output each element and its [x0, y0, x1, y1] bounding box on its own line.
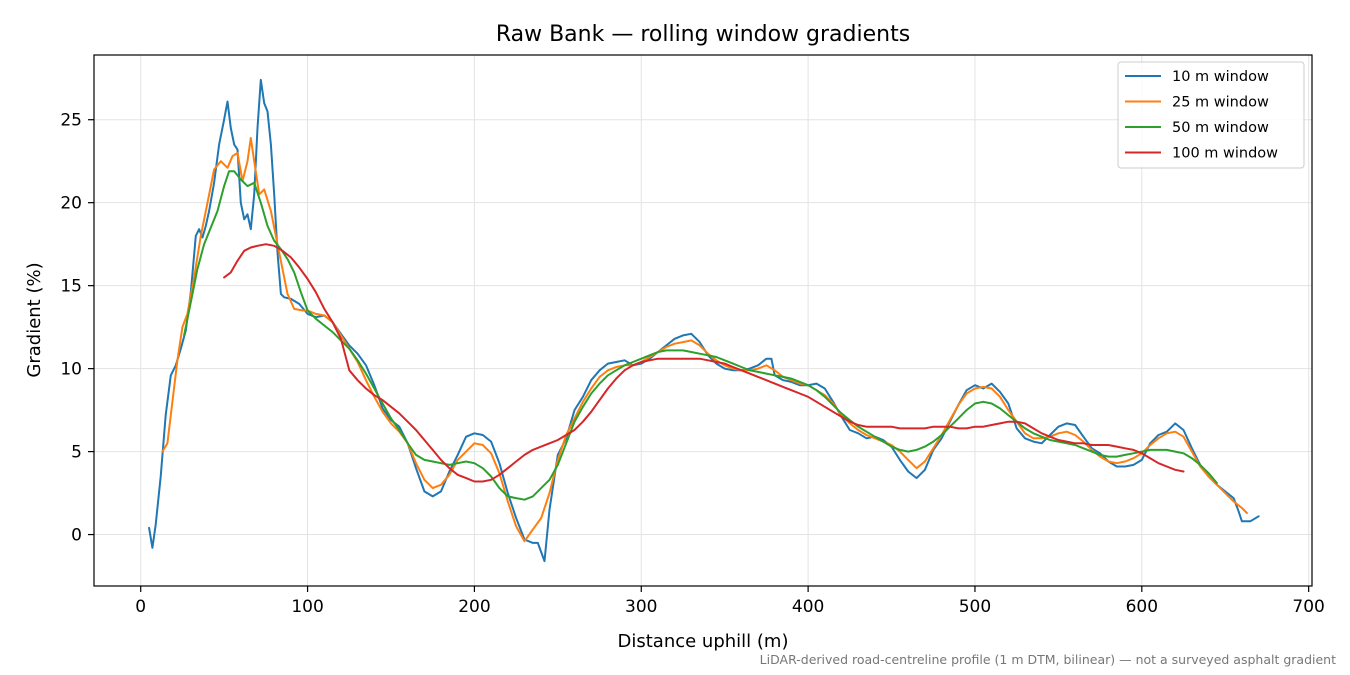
x-axis-label: Distance uphill (m) — [618, 631, 789, 652]
series-line-1 — [148, 78, 1260, 563]
y-tick-label: 20 — [60, 194, 82, 214]
grid-lines — [94, 55, 1312, 586]
x-tick-label: 400 — [792, 597, 824, 617]
chart-title: Raw Bank — rolling window gradients — [496, 22, 910, 47]
series-line-4 — [223, 243, 1185, 483]
x-tick-label: 0 — [135, 597, 146, 617]
legend-label: 10 m window — [1172, 69, 1269, 85]
y-tick-label: 5 — [71, 443, 82, 463]
y-tick-label: 25 — [60, 111, 82, 131]
x-tick-label: 600 — [1126, 597, 1158, 617]
plot-frame — [93, 54, 1313, 587]
y-axis-label: Gradient (%) — [24, 262, 45, 377]
y-axis-ticks: 0 5 10 15 20 25 — [60, 111, 94, 546]
y-tick-label: 15 — [60, 277, 82, 297]
y-tick-label: 0 — [71, 526, 82, 546]
footnote: LiDAR-derived road-centreline profile (1… — [760, 652, 1336, 667]
legend: 10 m window 25 m window 50 m window 100 m w… — [1117, 61, 1305, 169]
legend-label: 100 m window — [1172, 146, 1278, 162]
legend-box — [1117, 61, 1305, 169]
x-tick-label: 200 — [458, 597, 490, 617]
x-tick-label: 500 — [959, 597, 991, 617]
series-lines — [148, 78, 1260, 563]
series-line-2 — [161, 137, 1248, 543]
series-line-3 — [183, 170, 1218, 501]
y-tick-label: 10 — [60, 360, 82, 380]
legend-label: 50 m window — [1172, 120, 1269, 136]
x-tick-label: 100 — [291, 597, 323, 617]
x-tick-label: 300 — [625, 597, 657, 617]
x-tick-label: 700 — [1292, 597, 1324, 617]
x-axis-ticks: 0 100 200 300 400 500 600 700 — [135, 586, 1325, 617]
legend-label: 25 m window — [1172, 95, 1269, 111]
